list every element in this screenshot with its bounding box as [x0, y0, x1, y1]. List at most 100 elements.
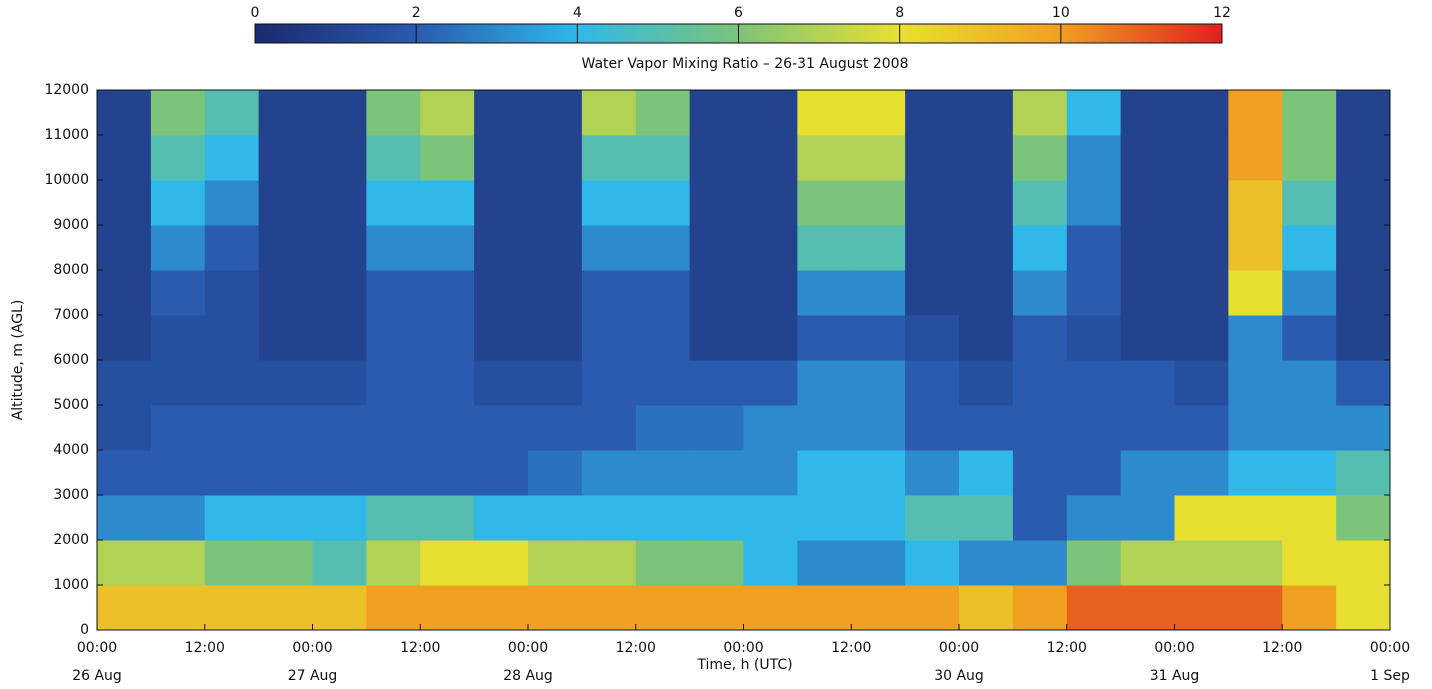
heat-cell	[204, 315, 260, 361]
heat-cell	[1282, 585, 1337, 631]
heat-cell	[204, 495, 260, 541]
heat-cell	[204, 90, 260, 136]
heat-cell	[150, 270, 206, 316]
heat-cell	[1282, 315, 1337, 361]
heat-cell	[97, 405, 152, 451]
heat-cell	[1066, 495, 1122, 541]
heat-cell	[905, 135, 960, 181]
heat-cell	[1012, 540, 1068, 586]
y-tick-label: 8000	[53, 262, 89, 278]
heat-cell	[258, 225, 313, 271]
heat-cell	[312, 270, 367, 316]
heat-cell	[474, 270, 529, 316]
heat-cell	[474, 450, 529, 496]
heat-cell	[366, 495, 421, 541]
heat-cell	[1336, 405, 1391, 451]
heat-cell	[312, 180, 367, 226]
heat-cell	[1282, 450, 1337, 496]
heat-cell	[420, 540, 475, 586]
heat-cell	[528, 135, 583, 181]
heat-cell	[743, 585, 798, 631]
heat-cell	[635, 315, 691, 361]
heat-cell	[366, 360, 421, 406]
heat-cell	[743, 450, 798, 496]
heat-cell	[581, 135, 637, 181]
heat-cell	[959, 540, 1014, 586]
heat-cell	[959, 270, 1014, 316]
heat-cell	[420, 585, 475, 631]
heat-cell	[258, 315, 313, 361]
heat-cell	[1228, 450, 1283, 496]
y-tick-label: 12000	[44, 82, 89, 98]
x-tick-label: 00:00	[77, 640, 117, 656]
heat-cell	[581, 495, 637, 541]
heat-cell	[474, 90, 529, 136]
heat-cell	[743, 225, 798, 271]
heat-cell	[150, 495, 206, 541]
heat-cell	[1336, 315, 1391, 361]
heat-cell	[635, 270, 691, 316]
date-label: 30 Aug	[934, 668, 984, 684]
x-tick-label: 00:00	[939, 640, 979, 656]
heat-cell	[420, 360, 475, 406]
heat-cell	[312, 315, 367, 361]
y-tick-label: 9000	[53, 217, 89, 233]
heat-cell	[258, 360, 313, 406]
colorbar-tick-label: 8	[895, 5, 904, 21]
heat-cell	[258, 90, 313, 136]
heat-cell	[689, 405, 744, 451]
heat-cell	[959, 495, 1014, 541]
heat-cell	[204, 405, 260, 451]
heat-cell	[1120, 315, 1175, 361]
heat-cell	[97, 180, 152, 226]
heat-cell	[312, 540, 367, 586]
colorbar-tick-label: 4	[573, 5, 582, 21]
heat-cell	[1012, 495, 1068, 541]
heat-cell	[1066, 90, 1122, 136]
heat-cell	[366, 405, 421, 451]
heat-cell	[1174, 90, 1229, 136]
heat-cell	[1120, 450, 1175, 496]
colorbar-tick-label: 12	[1213, 5, 1231, 21]
heat-cell	[851, 450, 906, 496]
heat-cell	[474, 540, 529, 586]
heat-cell	[474, 360, 529, 406]
heat-cell	[1066, 315, 1122, 361]
heat-cell	[1228, 225, 1283, 271]
heat-cell	[1336, 135, 1391, 181]
heat-cell	[528, 450, 583, 496]
heat-cell	[1336, 225, 1391, 271]
heat-cell	[150, 360, 206, 406]
heat-cell	[689, 360, 744, 406]
y-tick-label: 10000	[44, 172, 89, 188]
heat-cell	[528, 90, 583, 136]
date-label: 1 Sep	[1370, 668, 1410, 684]
heat-cell	[528, 585, 583, 631]
colorbar-tick-label: 10	[1052, 5, 1070, 21]
heat-cell	[743, 135, 798, 181]
heat-cell	[420, 450, 475, 496]
heat-cell	[150, 450, 206, 496]
y-tick-label: 6000	[53, 352, 89, 368]
heat-cell	[905, 180, 960, 226]
heat-cell	[1228, 495, 1283, 541]
heat-cell	[258, 540, 313, 586]
heat-cell	[743, 90, 798, 136]
y-tick-label: 4000	[53, 442, 89, 458]
heat-cell	[474, 225, 529, 271]
heat-cell	[905, 450, 960, 496]
heat-cell	[258, 450, 313, 496]
heat-cell	[635, 540, 691, 586]
heat-cell	[743, 360, 798, 406]
heat-cell	[366, 270, 421, 316]
heat-cell	[97, 315, 152, 361]
heat-cell	[1336, 585, 1391, 631]
heat-cell	[1174, 585, 1229, 631]
heat-cell	[1174, 180, 1229, 226]
y-tick-label: 7000	[53, 307, 89, 323]
heat-cell	[1012, 90, 1068, 136]
heat-cell	[1012, 450, 1068, 496]
heat-cell	[743, 315, 798, 361]
heat-cell	[797, 135, 852, 181]
heat-cell	[851, 180, 906, 226]
